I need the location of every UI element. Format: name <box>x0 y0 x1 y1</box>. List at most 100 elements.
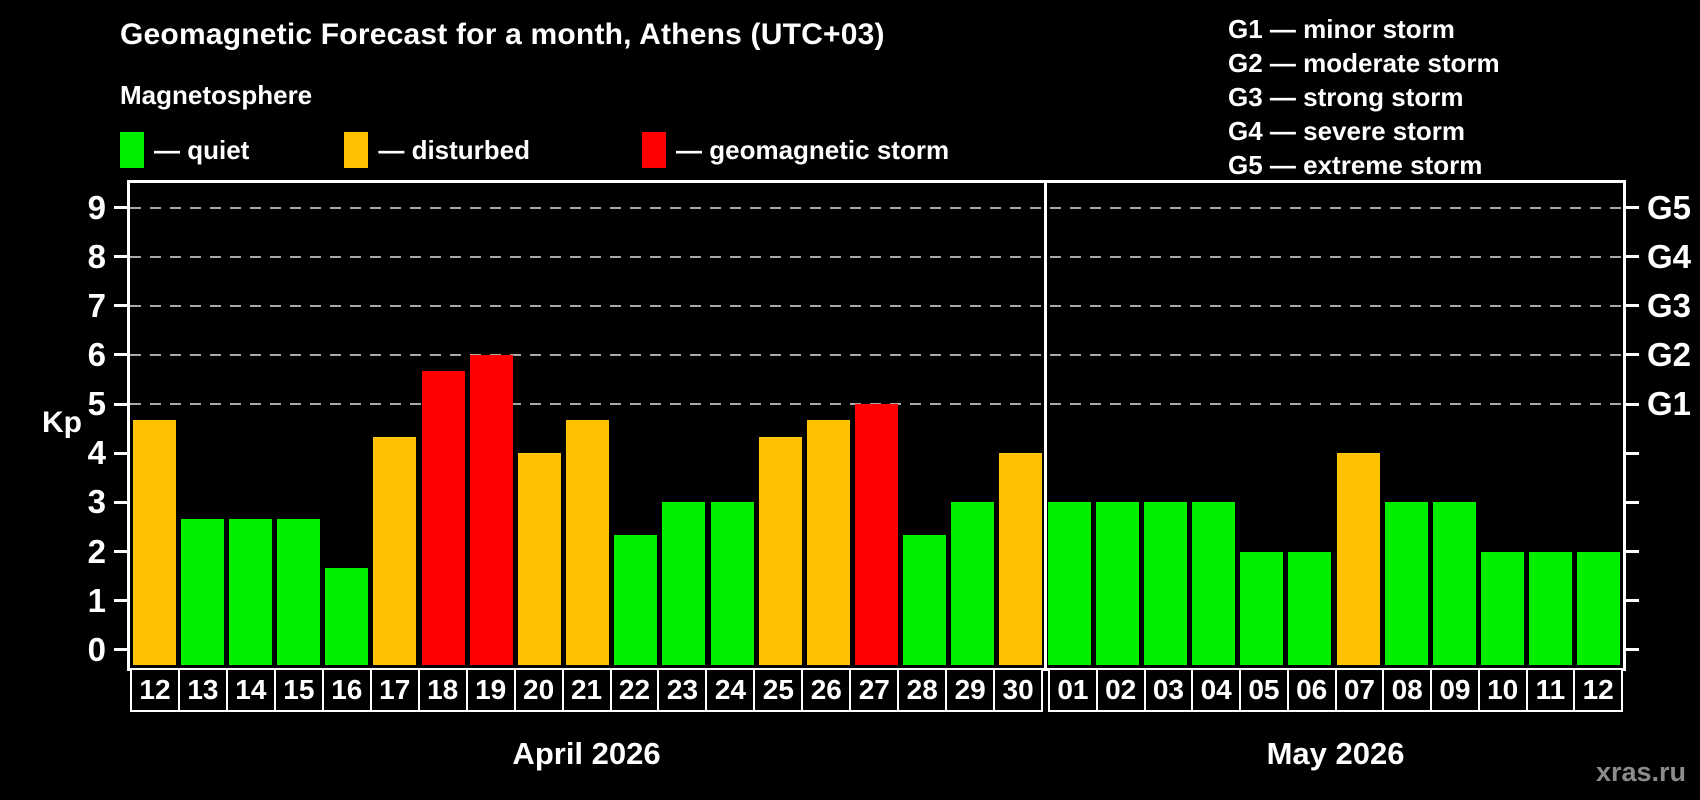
gridline-kp9 <box>130 206 1623 209</box>
disturbed-color-swatch <box>344 132 369 168</box>
day-label-cell: 15 <box>273 668 324 712</box>
kp-bar <box>1577 551 1621 665</box>
day-label-cell: 24 <box>705 668 756 712</box>
gridline-kp6 <box>130 353 1623 356</box>
y-axis-tick <box>114 550 127 554</box>
gridline-kp8 <box>130 255 1623 258</box>
y-tick-label: 7 <box>87 286 106 324</box>
kp-bar <box>469 354 513 665</box>
magnetosphere-legend: — quiet — disturbed — geomagnetic storm <box>120 130 949 170</box>
day-label-cell: 16 <box>321 668 372 712</box>
day-label-cell: 21 <box>561 668 612 712</box>
y-tick-label: 3 <box>87 483 106 521</box>
month-label: May 2026 <box>1266 736 1405 771</box>
legend-item-storm: — geomagnetic storm <box>642 132 949 168</box>
kp-bar <box>566 420 610 665</box>
kp-bar <box>1143 502 1187 665</box>
y-axis-tick <box>114 304 127 308</box>
legend-item-disturbed: — disturbed <box>344 132 530 168</box>
right-axis-tick <box>1626 402 1639 406</box>
right-axis-tick <box>1626 451 1639 455</box>
y-axis-title: Kp <box>42 405 82 439</box>
legend-item-label: — geomagnetic storm <box>676 134 950 165</box>
day-label-cell: 04 <box>1191 668 1242 712</box>
g-level-label: G1 <box>1647 385 1692 423</box>
kp-bar <box>1384 502 1428 665</box>
month-label: April 2026 <box>512 736 661 771</box>
day-label-cell: 03 <box>1143 668 1194 712</box>
y-tick-label: 8 <box>87 237 106 275</box>
day-label-cell: 02 <box>1095 668 1146 712</box>
y-axis-tick <box>114 599 127 603</box>
y-tick-label: 1 <box>87 581 106 619</box>
kp-bar <box>1288 551 1332 665</box>
day-label-cell: 18 <box>417 668 468 712</box>
g-level-label: G2 <box>1647 335 1692 373</box>
kp-bar <box>1529 551 1573 665</box>
day-label-cell: 14 <box>225 668 276 712</box>
kp-bar <box>132 420 176 665</box>
day-label-cell: 12 <box>1573 668 1624 712</box>
g-legend-line: G5 — extreme storm <box>1228 150 1483 180</box>
g-level-label: G4 <box>1647 237 1692 275</box>
g-level-label: G5 <box>1647 188 1692 226</box>
kp-bar <box>421 371 465 665</box>
day-label-cell: 29 <box>945 668 996 712</box>
day-label-cell: 28 <box>897 668 948 712</box>
legend-item-label: — disturbed <box>378 134 531 165</box>
y-tick-label: 4 <box>87 434 106 472</box>
g-level-label: G3 <box>1647 286 1692 324</box>
day-label-cell: 06 <box>1286 668 1337 712</box>
kp-bar <box>951 502 995 665</box>
kp-bar <box>1240 551 1284 665</box>
kp-bar <box>325 567 369 665</box>
y-tick-label: 0 <box>87 630 106 668</box>
kp-bar <box>614 535 658 665</box>
kp-bar <box>1481 551 1525 665</box>
kp-bar <box>373 437 417 665</box>
storm-color-swatch <box>642 132 667 168</box>
day-label-cell: 25 <box>753 668 804 712</box>
g-legend-line: G2 — moderate storm <box>1228 48 1500 78</box>
day-label-row: 01 02 03 04 05 06 07 08 09 10 11 12 <box>1048 668 1624 712</box>
y-axis-tick <box>114 500 127 504</box>
y-axis-tick <box>114 255 127 259</box>
day-label-cell: 23 <box>657 668 708 712</box>
g-legend-line: G3 — strong storm <box>1228 82 1464 112</box>
day-label-cell: 19 <box>465 668 516 712</box>
right-axis-tick <box>1626 550 1639 554</box>
day-label-cell: 11 <box>1525 668 1576 712</box>
legend-item-quiet: — quiet <box>120 132 249 168</box>
kp-bar <box>277 518 321 665</box>
right-axis-tick <box>1626 206 1639 210</box>
day-label-row: 12 13 14 15 16 17 18 19 20 21 22 23 24 25 26 27 28 29 30 <box>130 668 1044 712</box>
right-axis-tick <box>1626 353 1639 357</box>
day-label-cell: 10 <box>1477 668 1528 712</box>
kp-bar <box>228 518 272 665</box>
right-axis-tick <box>1626 255 1639 259</box>
day-label-cell: 07 <box>1334 668 1385 712</box>
right-axis-tick <box>1626 500 1639 504</box>
day-label-cell: 12 <box>130 668 180 712</box>
right-axis-tick <box>1626 599 1639 603</box>
kp-bar <box>758 437 802 665</box>
y-tick-label: 5 <box>87 385 106 423</box>
month-divider-line <box>1043 183 1047 668</box>
y-axis-tick <box>114 451 127 455</box>
kp-bar <box>903 535 947 665</box>
day-label-cell: 05 <box>1239 668 1289 712</box>
g-legend-line: G4 — severe storm <box>1228 116 1466 146</box>
kp-bar <box>710 502 754 665</box>
day-label-cell: 22 <box>609 668 660 712</box>
kp-bar <box>806 420 850 665</box>
kp-bar <box>1432 502 1476 665</box>
day-label-cell: 01 <box>1048 668 1098 712</box>
day-label-cell: 13 <box>177 668 228 712</box>
kp-bar <box>180 518 224 665</box>
kp-bar <box>662 502 706 665</box>
right-axis-tick <box>1626 648 1639 652</box>
kp-bar <box>517 453 561 665</box>
legend-heading: Magnetosphere <box>120 80 313 110</box>
g-scale-legend: G1 — minor storm G2 — moderate storm G3 — … <box>1228 12 1500 182</box>
chart-title: Geomagnetic Forecast for a month, Athens… <box>120 18 885 51</box>
